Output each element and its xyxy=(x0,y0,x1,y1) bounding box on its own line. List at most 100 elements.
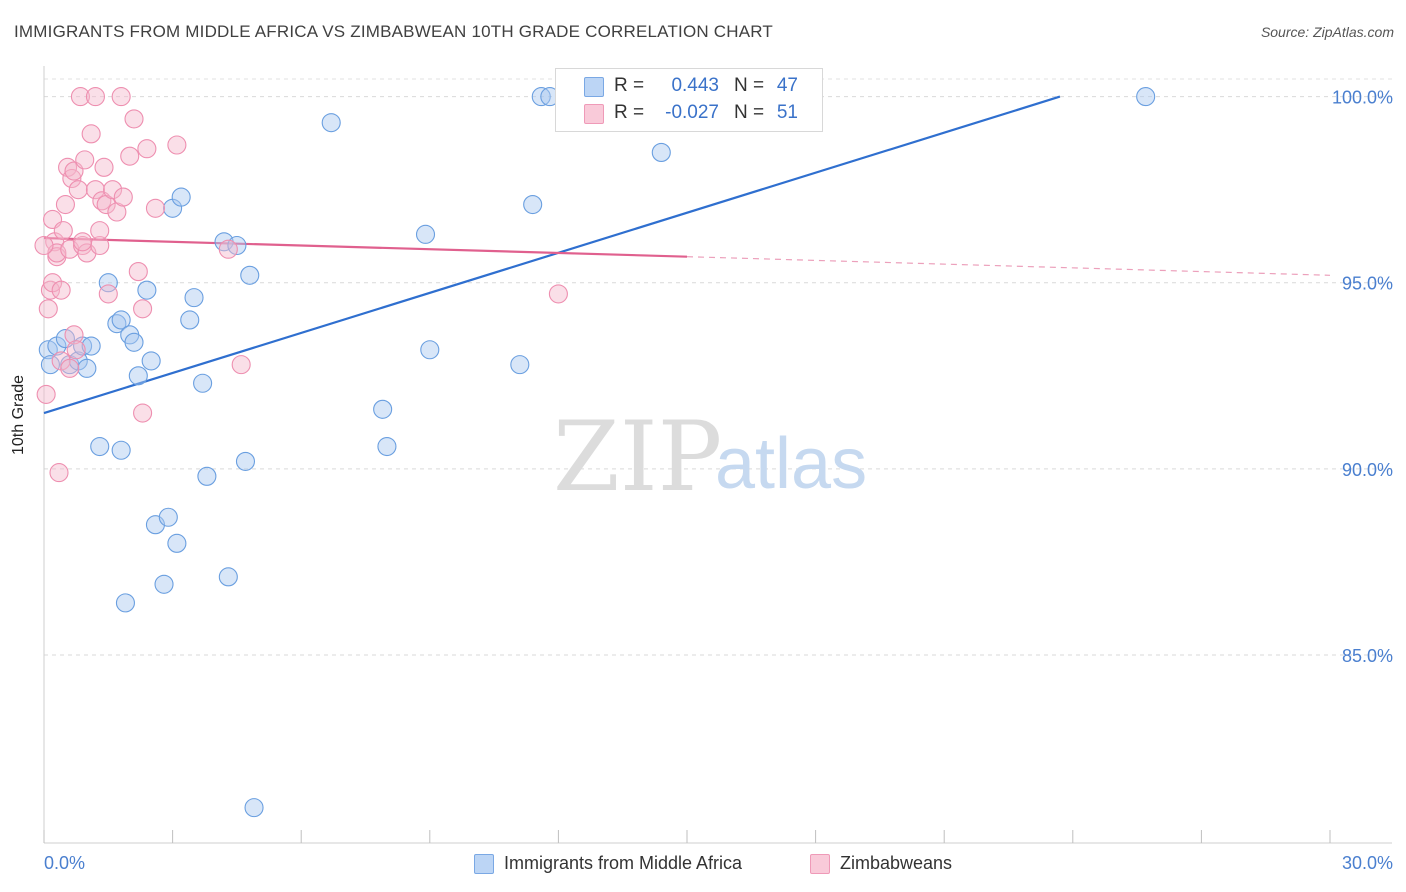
point-middle-africa xyxy=(77,358,97,378)
legend-n-label: N = xyxy=(734,102,765,123)
point-middle-africa xyxy=(420,340,440,360)
point-zimbabwean xyxy=(145,198,166,218)
point-zimbabwean xyxy=(98,284,118,304)
point-middle-africa xyxy=(197,466,217,486)
point-zimbabwean xyxy=(231,355,251,375)
point-middle-africa xyxy=(124,332,144,352)
legend-swatch-pink xyxy=(584,104,604,124)
point-zimbabwean xyxy=(167,135,187,155)
legend-n-value: 47 xyxy=(776,75,798,96)
point-zimbabwean xyxy=(120,146,140,166)
point-zimbabwean xyxy=(113,187,133,207)
tick-labels: 100.0% 95.0% 90.0% 85.0% 0.0% 30.0% xyxy=(44,88,1393,873)
point-zimbabwean xyxy=(60,358,80,378)
point-middle-africa xyxy=(244,798,264,818)
point-middle-africa xyxy=(40,355,60,375)
point-middle-africa xyxy=(81,336,101,356)
point-zimbabwean xyxy=(128,262,148,282)
legend-r-value: -0.027 xyxy=(665,102,719,123)
point-zimbabwean xyxy=(55,195,75,215)
correlation-legend: R = 0.443 N = 47 R = -0.027 N = 51 xyxy=(555,68,823,132)
point-zimbabwean xyxy=(133,299,153,319)
point-zimbabwean xyxy=(68,180,88,200)
point-zimbabwean xyxy=(51,280,71,300)
source-label: Source: ZipAtlas.com xyxy=(1260,24,1394,40)
point-zimbabwean xyxy=(111,87,131,107)
point-zimbabwean xyxy=(94,157,114,177)
point-middle-africa xyxy=(1136,87,1156,107)
point-middle-africa xyxy=(115,593,135,613)
point-zimbabwean xyxy=(75,150,95,170)
point-middle-africa xyxy=(218,567,238,587)
point-zimbabwean xyxy=(133,403,153,423)
legend-r-value: 0.443 xyxy=(671,75,719,96)
point-middle-africa xyxy=(184,288,204,308)
watermark-zip: ZIP xyxy=(553,401,722,513)
point-zimbabwean xyxy=(73,232,93,252)
point-zimbabwean xyxy=(34,235,54,256)
point-zimbabwean xyxy=(66,340,86,360)
trend-line-middle-africa xyxy=(43,95,1061,415)
legend-n-label: N = xyxy=(734,75,765,96)
point-middle-africa xyxy=(90,436,110,457)
chart-title: IMMIGRANTS FROM MIDDLE AFRICA VS ZIMBABW… xyxy=(14,22,774,41)
point-middle-africa xyxy=(167,533,187,553)
legend-r-label: R = xyxy=(614,75,645,96)
y-tick-label: 85.0% xyxy=(1342,646,1393,666)
legend-row-series-2: R = -0.027 N = 51 xyxy=(556,101,822,127)
point-zimbabwean xyxy=(218,239,238,259)
legend-n-value: 51 xyxy=(776,102,798,123)
y-tick-label: 100.0% xyxy=(1332,88,1393,108)
point-middle-africa xyxy=(523,195,543,215)
point-zimbabwean xyxy=(38,299,58,319)
point-middle-africa xyxy=(128,366,148,386)
point-zimbabwean xyxy=(53,221,73,241)
point-middle-africa xyxy=(141,351,161,371)
point-middle-africa xyxy=(235,451,256,471)
point-zimbabwean xyxy=(81,124,101,144)
point-zimbabwean xyxy=(124,109,144,129)
point-middle-africa xyxy=(193,373,213,393)
point-middle-africa xyxy=(321,113,341,133)
series-legend: Immigrants from Middle Africa Zimbabwean… xyxy=(0,853,1406,877)
legend-swatch-blue xyxy=(584,77,604,97)
point-middle-africa xyxy=(651,142,671,162)
x-tick-label: 0.0% xyxy=(44,853,85,873)
x-tick-label: 30.0% xyxy=(1342,853,1393,873)
point-zimbabwean xyxy=(49,463,69,483)
point-middle-africa xyxy=(180,310,200,330)
y-tick-label: 90.0% xyxy=(1342,460,1393,480)
legend-row-series-1: R = 0.443 N = 47 xyxy=(556,74,822,100)
point-zimbabwean xyxy=(85,87,105,107)
point-middle-africa xyxy=(137,280,157,300)
legend-swatch-pink xyxy=(810,854,830,874)
point-middle-africa xyxy=(415,224,436,244)
point-middle-africa xyxy=(158,507,178,527)
point-middle-africa xyxy=(373,399,393,419)
point-middle-africa xyxy=(377,436,397,457)
point-middle-africa xyxy=(510,355,530,375)
y-tick-label: 95.0% xyxy=(1342,274,1393,294)
watermark: ZIP atlas xyxy=(553,401,867,513)
point-zimbabwean xyxy=(103,180,123,200)
axes xyxy=(43,66,1392,844)
point-zimbabwean xyxy=(40,280,60,300)
point-middle-africa xyxy=(111,440,131,460)
data-points xyxy=(34,87,1156,818)
trend-line-zimbabwean xyxy=(43,236,688,258)
trend-line-zimbabwean-extension xyxy=(686,256,1331,276)
point-middle-africa xyxy=(171,187,191,207)
point-zimbabwean xyxy=(70,87,90,107)
point-zimbabwean xyxy=(90,221,110,241)
legend-swatch-blue xyxy=(474,854,494,874)
point-zimbabwean xyxy=(85,180,105,200)
legend-r-label: R = xyxy=(614,102,645,123)
trend-lines xyxy=(43,95,1331,415)
point-zimbabwean xyxy=(58,157,78,177)
point-middle-africa xyxy=(111,310,131,330)
point-zimbabwean xyxy=(548,284,568,304)
point-zimbabwean xyxy=(64,325,84,345)
point-zimbabwean xyxy=(137,139,157,159)
point-middle-africa xyxy=(240,265,260,285)
